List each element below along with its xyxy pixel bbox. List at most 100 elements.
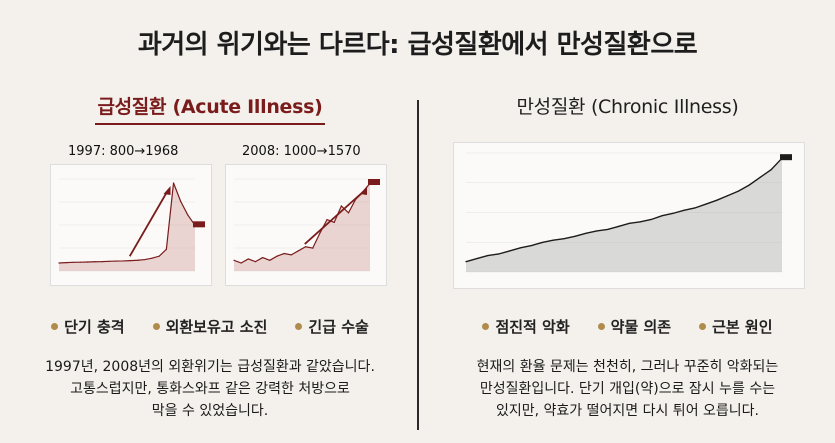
chronic-bullet: 약물 의존 [597, 316, 671, 337]
chart-chronic [453, 142, 805, 289]
chronic-description-line: 만성질환입니다. 단기 개입(약)으로 잠시 누를 수는 [479, 381, 776, 397]
last-value-marker [193, 221, 205, 228]
series-line [58, 182, 196, 264]
data-point [508, 250, 511, 252]
bullet-dot-icon [51, 323, 59, 330]
data-point [87, 261, 89, 263]
data-point [276, 255, 278, 257]
page-title: 과거의 위기와는 다르다: 급성질환에서 만성질환으로 [137, 30, 698, 60]
series-area [59, 183, 195, 271]
data-point [144, 258, 146, 261]
data-point [269, 259, 271, 261]
chart-chronic-svg [465, 152, 792, 273]
surge-arrow-head-icon [360, 186, 367, 195]
data-point [290, 254, 292, 256]
data-point [304, 246, 307, 248]
data-point [137, 259, 139, 261]
data-point [574, 235, 576, 237]
acute-heading: 급성질환 (Acute Illness) [20, 92, 400, 125]
data-point [297, 250, 300, 252]
chronic-heading: 만성질환 (Chronic Illness) [516, 96, 739, 118]
data-point [748, 184, 750, 186]
data-point [487, 254, 489, 257]
bullet-dot-icon [482, 323, 490, 330]
data-point [240, 262, 242, 264]
data-point [165, 248, 167, 250]
chronic-panel: 만성질환 (Chronic Illness) 점진적 악화 약물 의존 근본 원… [435, 92, 820, 419]
chart-1997-caption: 1997: 800→1968 [68, 144, 179, 159]
chronic-bullet: 점진적 악화 [482, 316, 570, 337]
data-point [498, 253, 500, 255]
acute-bullet: 단기 충격 [51, 316, 125, 337]
data-point [333, 221, 335, 223]
data-point [607, 228, 609, 231]
surge-arrow-head-icon [163, 186, 171, 195]
bullet-dot-icon [295, 323, 303, 330]
bullet-dot-icon [152, 323, 160, 330]
acute-bullet-label: 긴급 수술 [308, 318, 369, 336]
surge-arrow-shaft [128, 190, 169, 257]
data-point [172, 182, 175, 184]
chronic-description-line: 있지만, 약효가 떨어지면 다시 튀어 오릅니다. [496, 403, 759, 419]
bullet-dot-icon [699, 323, 707, 330]
data-point [726, 195, 729, 197]
acute-bullet-label: 외환보유고 소진 [165, 318, 268, 336]
acute-description-line: 고통스럽지만, 통화스와프 같은 강력한 처방으로 [70, 381, 350, 397]
data-point [585, 232, 587, 234]
chronic-bullet-label: 점진적 악화 [495, 318, 570, 336]
acute-description-line: 막을 수 있었습니다. [151, 403, 269, 419]
data-point [519, 247, 522, 249]
chronic-description: 현재의 환율 문제는 천천히, 그러나 꾸준히 악화되는 만성질환입니다. 단기… [435, 356, 820, 422]
data-point [650, 218, 652, 221]
acute-bullet: 긴급 수술 [295, 316, 369, 337]
data-point [247, 258, 249, 260]
chart-2008-caption: 2008: 1000→1570 [242, 144, 361, 159]
chart-1997 [50, 164, 212, 286]
data-point [683, 209, 685, 211]
data-point [129, 260, 132, 262]
data-point [187, 214, 189, 216]
acute-description: 1997년, 2008년의 외환위기는 급성질환과 같았습니다. 고통스럽지만,… [20, 356, 400, 422]
data-point [101, 261, 103, 263]
data-point [541, 241, 543, 244]
series-line [233, 182, 371, 264]
chronic-description-line: 현재의 환율 문제는 천천히, 그러나 꾸준히 악화되는 [476, 359, 779, 375]
acute-bullets: 단기 충격 외환보유고 소진 긴급 수술 [20, 316, 400, 337]
data-point [158, 255, 160, 257]
data-point [326, 219, 328, 221]
data-point [672, 212, 674, 214]
bullet-dot-icon [597, 323, 605, 330]
last-value-marker [368, 179, 380, 185]
data-point [312, 247, 314, 249]
data-point [283, 252, 285, 255]
chronic-bullet-label: 근본 원인 [712, 318, 773, 336]
acute-heading-underline [95, 123, 325, 125]
data-point [465, 261, 467, 263]
data-point [58, 262, 60, 264]
chart-2008-svg [233, 178, 380, 272]
data-point [759, 176, 761, 178]
series-area [234, 183, 370, 271]
data-point [180, 200, 182, 202]
data-point [770, 169, 772, 171]
data-point [661, 215, 663, 217]
data-point [716, 199, 718, 201]
data-point [705, 203, 707, 205]
data-point [94, 261, 96, 263]
data-point [617, 225, 620, 227]
series-line [465, 157, 783, 263]
data-point [347, 212, 350, 214]
acute-bullet: 외환보유고 소진 [152, 316, 268, 337]
acute-heading-text: 급성질환 (Acute Illness) [97, 96, 323, 118]
chronic-bullet: 근본 원인 [699, 316, 773, 337]
data-point [563, 238, 565, 240]
last-value-marker [780, 154, 792, 161]
series-area [466, 158, 782, 272]
center-divider [417, 100, 419, 430]
surge-arrow-shaft [304, 190, 365, 245]
data-point [340, 205, 342, 207]
data-point [262, 256, 264, 259]
acute-bullet-label: 단기 충격 [64, 318, 125, 336]
data-point [72, 261, 74, 263]
acute-panel: 급성질환 (Acute Illness) 1997: 800→1968 2008… [20, 92, 400, 419]
